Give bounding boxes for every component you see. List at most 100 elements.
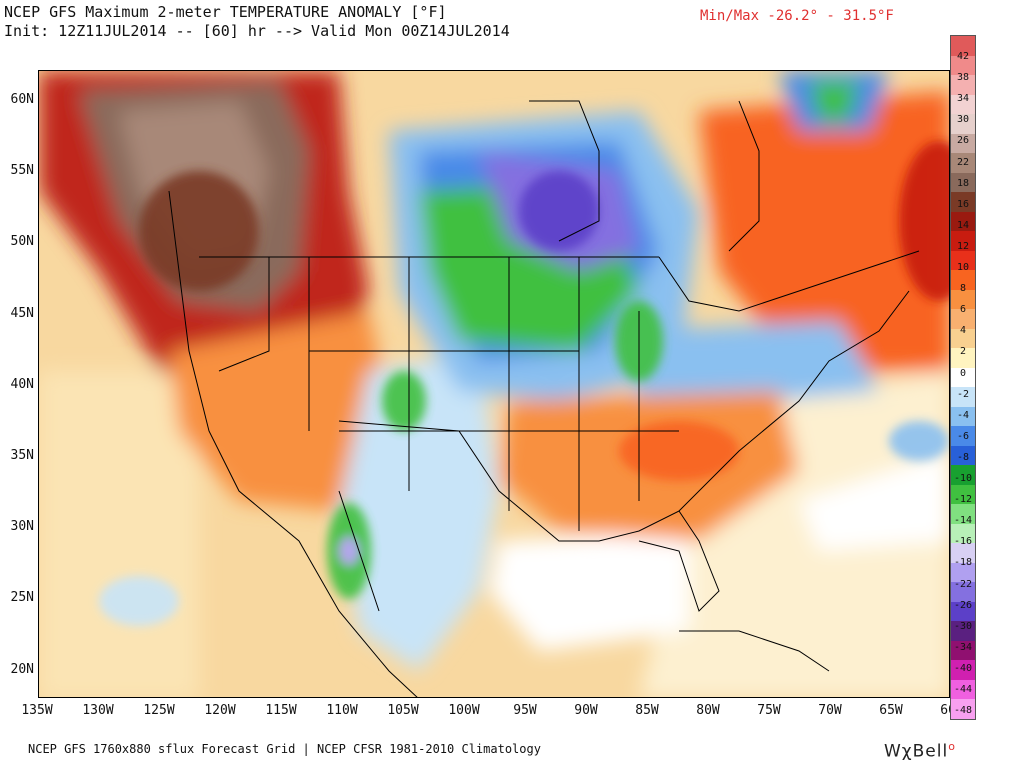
lat-label: 20N [10, 661, 34, 677]
colorbar-segment [951, 192, 975, 213]
colorbar-segment [951, 543, 975, 564]
colorbar-segment [951, 114, 975, 135]
colorbar-label: -6 [956, 430, 970, 442]
colorbar [950, 35, 976, 720]
colorbar-label: -48 [953, 705, 973, 717]
lat-label: 25N [10, 590, 34, 606]
lat-label: 50N [10, 234, 34, 250]
colorbar-segment [951, 348, 975, 369]
colorbar-segment [951, 94, 975, 115]
colorbar-segment [951, 562, 975, 583]
colorbar-segment [951, 387, 975, 408]
lon-label: 130W [82, 703, 114, 718]
colorbar-label: -14 [953, 515, 973, 527]
colorbar-label: -22 [953, 578, 973, 590]
colorbar-segment [951, 699, 975, 720]
colorbar-segment [951, 679, 975, 700]
lon-label: 100W [448, 703, 480, 718]
colorbar-label: -8 [956, 451, 970, 463]
colorbar-segment [951, 289, 975, 310]
colorbar-label: 2 [959, 346, 967, 358]
map-panel [38, 70, 950, 698]
colorbar-segment [951, 445, 975, 466]
colorbar-label: 26 [956, 135, 970, 147]
lat-label: 35N [10, 448, 34, 463]
lat-label: 40N [10, 376, 34, 392]
lon-label: 75W [757, 703, 781, 718]
lon-label: 90W [574, 703, 598, 718]
colorbar-segment [951, 426, 975, 447]
colorbar-label: -2 [956, 388, 970, 400]
lon-label: 135W [21, 703, 53, 718]
colorbar-segment [951, 640, 975, 661]
colorbar-label: -18 [953, 557, 973, 569]
lat-label: 30N [10, 519, 34, 535]
colorbar-label: 38 [956, 72, 970, 84]
colorbar-label: 4 [959, 325, 967, 337]
colorbar-segment [951, 211, 975, 232]
colorbar-segment [951, 621, 975, 642]
colorbar-segment [951, 406, 975, 427]
colorbar-segment [951, 582, 975, 603]
colorbar-segment [951, 250, 975, 271]
colorbar-segment [951, 75, 975, 96]
colorbar-segment [951, 309, 975, 330]
colorbar-label: -16 [953, 536, 973, 548]
political-boundaries [168, 100, 920, 697]
colorbar-segment [951, 172, 975, 193]
anomaly-map [39, 71, 949, 697]
colorbar-label: 22 [956, 156, 970, 168]
lon-label: 125W [143, 703, 175, 718]
lon-label: 80W [696, 703, 720, 718]
footer-source-line: NCEP GFS 1760x880 sflux Forecast Grid | … [28, 742, 541, 756]
lon-label: 110W [326, 703, 358, 718]
colorbar-label: -26 [953, 599, 973, 611]
lon-label: 70W [818, 703, 842, 718]
colorbar-segment [951, 270, 975, 291]
lon-label: 105W [387, 703, 419, 718]
colorbar-label: -30 [953, 620, 973, 632]
lon-label: 115W [265, 703, 297, 718]
colorbar-label: 14 [956, 219, 970, 231]
colorbar-label: 8 [959, 283, 967, 295]
colorbar-label: 12 [956, 240, 970, 252]
min-max-readout: Min/Max -26.2° - 31.5°F [700, 8, 894, 24]
colorbar-label: -12 [953, 494, 973, 506]
lat-label: 60N [10, 92, 34, 107]
colorbar-label: 6 [959, 304, 967, 316]
colorbar-segment [951, 55, 975, 76]
colorbar-label: 18 [956, 177, 970, 189]
lon-label: 120W [204, 703, 236, 718]
lon-label: 85W [635, 703, 659, 718]
colorbar-label: 0 [959, 367, 967, 379]
lat-label: 45N [10, 305, 34, 321]
colorbar-label: -34 [953, 641, 973, 653]
lon-label: 65W [879, 703, 903, 718]
colorbar-segment [951, 153, 975, 174]
colorbar-segment [951, 504, 975, 525]
colorbar-segment [951, 601, 975, 622]
colorbar-segment [951, 367, 975, 388]
colorbar-label: -4 [956, 409, 970, 421]
colorbar-label: -44 [953, 684, 973, 695]
colorbar-segment [951, 133, 975, 154]
lon-label: 95W [513, 703, 537, 718]
colorbar-label: 42 [956, 51, 970, 62]
colorbar-segment [951, 465, 975, 486]
colorbar-label: 34 [956, 93, 970, 105]
map-title: NCEP GFS Maximum 2-meter TEMPERATURE ANO… [4, 3, 447, 21]
weatherbell-logo: WχBello [884, 740, 956, 762]
colorbar-label: 30 [956, 114, 970, 126]
colorbar-label: 10 [956, 262, 970, 273]
colorbar-segment [951, 36, 975, 56]
colorbar-segment [951, 660, 975, 681]
colorbar-label: 16 [956, 198, 970, 210]
colorbar-label: -10 [953, 473, 973, 484]
anomaly-detail-layer [99, 141, 949, 626]
colorbar-label: -40 [953, 662, 973, 674]
lat-label: 55N [10, 163, 34, 179]
colorbar-segment [951, 523, 975, 544]
init-valid-line: Init: 12Z11JUL2014 -- [60] hr --> Valid … [4, 22, 510, 40]
colorbar-segment [951, 484, 975, 505]
colorbar-segment [951, 231, 975, 252]
